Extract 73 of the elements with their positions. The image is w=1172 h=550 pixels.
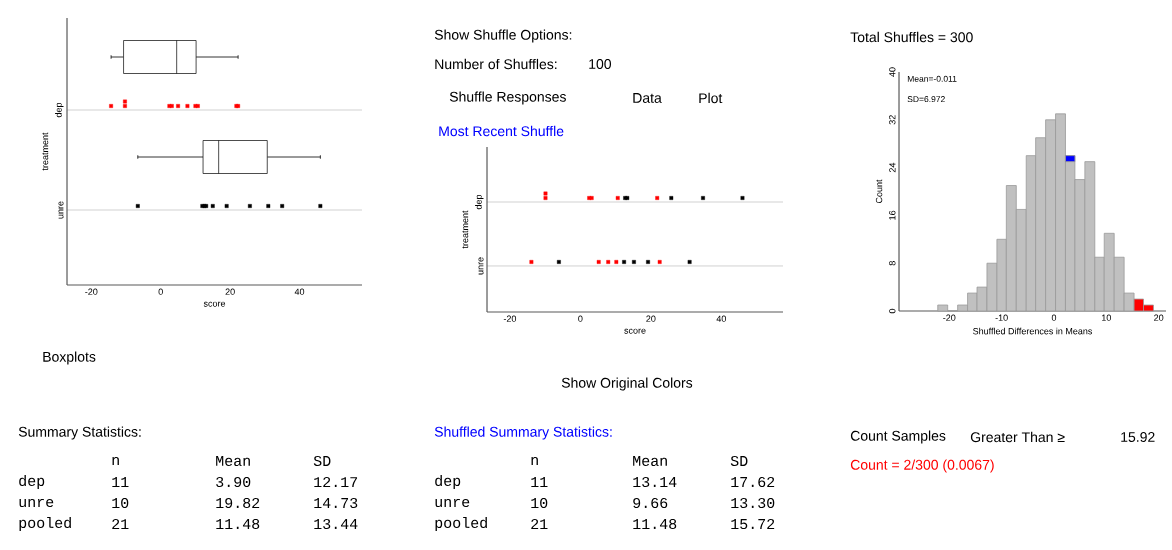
- text: Show Original Colors: [561, 377, 693, 391]
- x-tick-label: -20: [943, 314, 956, 321]
- text: dep: [19, 475, 45, 489]
- text: 100: [589, 59, 612, 69]
- x-tick-label: -10: [995, 314, 1008, 321]
- x-tick-label: 10: [1102, 314, 1111, 321]
- y-axis-title: treatment: [462, 210, 469, 249]
- text: 11: [112, 477, 129, 487]
- text: 17.62: [731, 476, 775, 488]
- text: Summary Statistics:: [18, 426, 141, 440]
- x-tick-label: 40: [294, 288, 305, 295]
- text: 13.14: [633, 476, 677, 488]
- text: 13.30: [731, 497, 775, 509]
- annotation: Mean=-0.011: [907, 75, 957, 82]
- y-tick-label: 16: [889, 210, 896, 220]
- text: SD: [730, 455, 748, 467]
- text: dep: [435, 475, 461, 489]
- x-tick-label: 20: [225, 288, 235, 295]
- y-tick-label: 40: [889, 67, 896, 77]
- text: 15.72: [731, 518, 775, 530]
- text: 21: [112, 518, 129, 530]
- x-tick-label: -20: [85, 288, 98, 295]
- text: unre: [19, 498, 54, 508]
- text: 9.66: [633, 497, 668, 509]
- x-axis-title: Shuffled Differences in Means: [973, 327, 1093, 335]
- text: Mean: [216, 455, 250, 467]
- x-tick-label: -20: [503, 315, 517, 322]
- text: Greater Than ≥: [970, 431, 1065, 443]
- x-tick-label: 20: [646, 315, 656, 322]
- text: SD: [313, 455, 331, 467]
- text: 14.73: [314, 497, 358, 509]
- text: Number of Shuffles:: [435, 58, 557, 70]
- text: Shuffled Summary Statistics:: [434, 426, 612, 440]
- text: n: [531, 456, 538, 466]
- text: 12.17: [314, 476, 358, 488]
- text: Mean: [633, 455, 667, 467]
- text: 3.90: [216, 476, 251, 488]
- text: 11: [531, 477, 548, 487]
- text: Count = 2/300 (0.0067): [850, 459, 994, 473]
- x-axis-title: score: [624, 328, 646, 334]
- text: 11.48: [216, 518, 260, 530]
- y-tick-label: 0: [889, 308, 896, 314]
- y-axis-title: treatment: [42, 132, 49, 171]
- x-tick-label: 20: [1154, 314, 1164, 321]
- y-tick-label: 32: [889, 115, 896, 125]
- x-tick-label: 0: [578, 315, 583, 322]
- text: Plot: [699, 92, 723, 104]
- text: 13.44: [314, 518, 358, 530]
- chart-title: Total Shuffles = 300: [850, 31, 973, 43]
- x-tick-label: 0: [158, 288, 163, 295]
- text: Boxplots: [43, 351, 96, 365]
- x-axis-title: score: [203, 301, 226, 307]
- text: Show Shuffle Options:: [434, 29, 572, 43]
- y-tick-label: 24: [889, 162, 896, 173]
- text: n: [112, 456, 119, 466]
- text: unre: [435, 498, 470, 508]
- chart-title: Most Recent Shuffle: [439, 125, 564, 137]
- text: 19.82: [216, 497, 260, 509]
- text: Data: [633, 93, 662, 103]
- x-tick-label: 0: [1051, 314, 1057, 321]
- text: 10: [112, 497, 129, 509]
- text: 11.48: [633, 518, 677, 530]
- text: Shuffle Responses: [449, 91, 566, 105]
- x-tick-label: 40: [716, 315, 726, 322]
- text: Count Samples: [850, 430, 946, 444]
- y-tick-label: 8: [889, 261, 896, 266]
- text: pooled: [19, 517, 71, 531]
- text: 15.92: [1121, 432, 1155, 442]
- y-axis-title: Count: [875, 179, 883, 204]
- annotation: SD=6.972: [907, 96, 945, 103]
- text: 21: [531, 518, 548, 530]
- text: pooled: [435, 517, 487, 531]
- text: 10: [531, 497, 548, 509]
